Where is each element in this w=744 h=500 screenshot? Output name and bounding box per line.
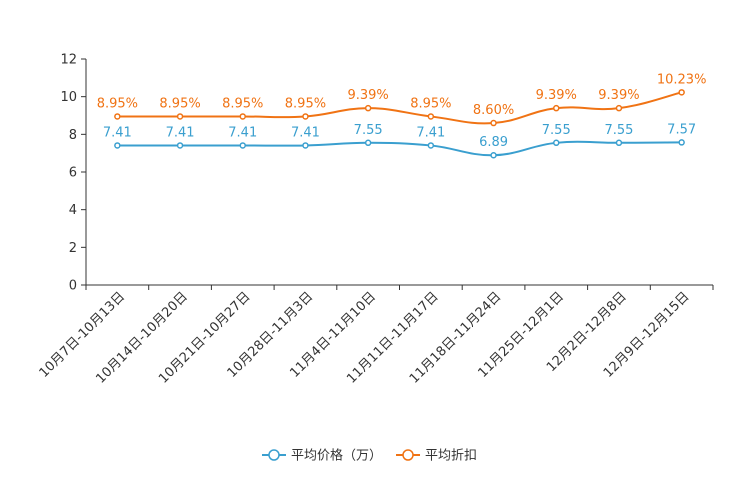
y-tick-label: 12 [60, 53, 77, 68]
data-point[interactable] [302, 142, 309, 149]
y-tick-label: 6 [69, 166, 77, 181]
data-point[interactable] [427, 113, 435, 120]
data-label: 7.41 [416, 125, 445, 140]
data-label: 6.89 [479, 135, 508, 150]
data-point[interactable] [615, 139, 623, 147]
data-label: 7.57 [667, 122, 696, 137]
data-point[interactable] [490, 119, 497, 127]
data-label: 7.55 [354, 123, 383, 138]
y-tick-label: 4 [69, 203, 77, 218]
data-label: 8.95% [97, 96, 138, 111]
legend-label: 平均折扣 [425, 449, 477, 464]
data-point[interactable] [176, 142, 184, 149]
data-point[interactable] [678, 89, 685, 96]
data-point[interactable] [553, 139, 560, 147]
series-line [117, 140, 682, 157]
data-point[interactable] [302, 113, 309, 120]
data-point[interactable] [239, 113, 246, 120]
x-axis: 10月7日-10月13日10月14日-10月20日10月21日-10月27日10… [37, 284, 714, 387]
y-tick-label: 0 [69, 279, 77, 294]
data-label: 8.95% [159, 96, 200, 111]
data-label: 7.55 [604, 123, 633, 138]
legend[interactable]: 平均价格（万） 平均折扣 [262, 448, 477, 464]
data-point[interactable] [678, 139, 685, 146]
data-point[interactable] [239, 142, 246, 149]
data-label: 7.55 [542, 123, 571, 138]
data-point[interactable] [615, 104, 623, 112]
data-label: 9.39% [347, 88, 388, 103]
y-tick-label: 8 [69, 128, 77, 143]
data-label: 9.39% [598, 88, 639, 103]
y-axis: 0 2 4 6 8 10 12 [60, 53, 87, 294]
series-line [117, 91, 682, 125]
data-label: 8.60% [473, 103, 514, 118]
series-0: 7.41 7.41 7.41 7.41 7.55 7.41 6.89 7.55 7.55 7.57 [103, 122, 696, 159]
data-point[interactable] [553, 104, 560, 112]
legend-item-1[interactable]: 平均折扣 [396, 449, 477, 464]
data-label: 8.95% [285, 96, 326, 111]
series-layer: 7.41 7.41 7.41 7.41 7.55 7.41 6.89 7.55 7.55 7.57… [97, 72, 707, 159]
data-label: 8.95% [410, 96, 451, 111]
y-tick-label: 10 [60, 90, 77, 105]
data-point[interactable] [364, 139, 372, 147]
data-point[interactable] [427, 142, 435, 149]
data-label: 10.23% [657, 72, 707, 87]
data-point[interactable] [114, 113, 121, 120]
data-label: 7.41 [228, 125, 257, 140]
data-label: 8.95% [222, 96, 263, 111]
data-label: 7.41 [291, 125, 320, 140]
data-label: 9.39% [536, 88, 577, 103]
series-1: 8.95% 8.95% 8.95% 8.95% 9.39% 8.95% 8.60% 9.39%… [97, 72, 707, 127]
data-point[interactable] [490, 151, 497, 159]
legend-item-0[interactable]: 平均价格（万） [262, 448, 382, 464]
legend-marker-icon [402, 449, 414, 461]
data-label: 7.41 [166, 125, 195, 140]
data-point[interactable] [176, 113, 184, 120]
data-point[interactable] [364, 104, 372, 112]
y-tick-label: 2 [69, 241, 77, 256]
legend-marker-icon [268, 449, 280, 461]
data-point[interactable] [114, 142, 121, 149]
legend-label: 平均价格（万） [291, 448, 382, 464]
data-label: 7.41 [103, 125, 132, 140]
